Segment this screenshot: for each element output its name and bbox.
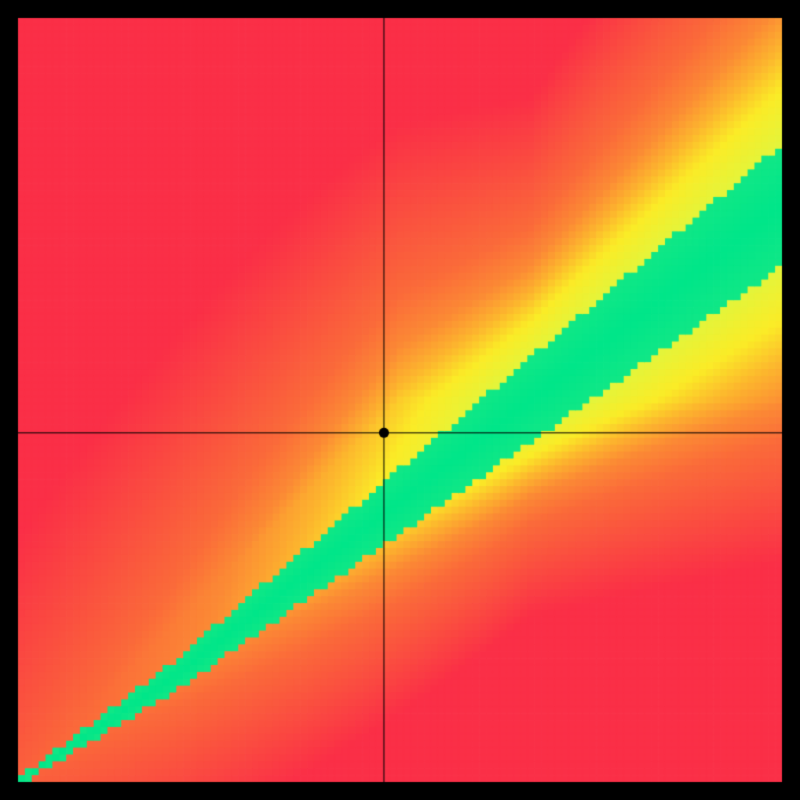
bottleneck-heatmap: [0, 0, 800, 800]
